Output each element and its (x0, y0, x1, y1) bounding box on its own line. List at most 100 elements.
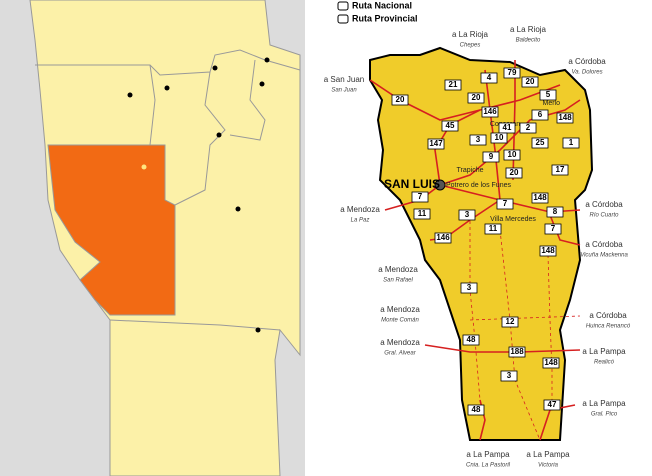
destination-label: a Córdoba (585, 240, 623, 249)
route-number: 48 (467, 335, 476, 344)
destination-city: Victoria (538, 463, 559, 469)
legend-provincial-icon (337, 14, 349, 24)
route-shield (556, 112, 574, 124)
route-number: 1 (569, 138, 574, 147)
route-shield (551, 164, 569, 176)
route-number: 12 (506, 317, 515, 326)
highlighted-province (47, 144, 176, 316)
route-shield (546, 206, 564, 218)
town-label: Merlo (542, 100, 560, 107)
route-shield (462, 334, 480, 346)
town-label: Trapiche (457, 167, 484, 174)
destination-label: a Córdoba (589, 311, 627, 320)
route-shield (441, 120, 459, 132)
route-shield (484, 223, 502, 235)
destination-label: a Mendoza (380, 305, 420, 314)
destination-label: a Córdoba (568, 57, 606, 66)
route-number: 20 (396, 95, 405, 104)
route-number: 48 (472, 405, 481, 414)
route-shield (539, 245, 557, 257)
route-number: 21 (449, 80, 458, 89)
destination-label: a Córdoba (585, 200, 623, 209)
route-number: 20 (526, 77, 535, 86)
route-number: 4 (487, 73, 492, 82)
route-shield (500, 370, 518, 382)
route-number: 146 (436, 233, 450, 242)
borders (35, 49, 301, 331)
destination-city: Va. Dolores (571, 70, 602, 76)
route-shield (482, 151, 500, 163)
route-number: 148 (533, 193, 547, 202)
legend-label: Ruta Provincial (352, 13, 418, 23)
route-shield (562, 137, 580, 149)
destination-city: Gral. Alvear (384, 351, 416, 357)
destination-label: a La Rioja (452, 30, 489, 39)
route-number: 11 (418, 209, 427, 218)
destination-label: a La Pampa (466, 450, 510, 459)
route-number: 8 (553, 207, 558, 216)
destination-label: a La Pampa (582, 399, 626, 408)
destination-label: a La Pampa (582, 347, 626, 356)
destination-city: Vicuña Mackenna (580, 253, 628, 259)
route-number: 147 (429, 139, 443, 148)
destination-city: Gral. Pico (591, 412, 618, 418)
route-number: 188 (510, 347, 524, 356)
route-number: 20 (510, 168, 519, 177)
route-number: 79 (508, 68, 517, 77)
route-number: 3 (467, 283, 472, 292)
route-shield (544, 223, 562, 235)
route-shield (531, 109, 549, 121)
route-shield (467, 92, 485, 104)
route-shield (531, 137, 549, 149)
town-label: Villa Mercedes (490, 216, 536, 223)
destination-city: San Rafael (383, 278, 413, 284)
route-number: 5 (546, 90, 551, 99)
route-shield (480, 72, 498, 84)
route-number: 7 (503, 199, 508, 208)
legend-label: Ruta Nacional (352, 0, 412, 10)
route-number: 17 (556, 165, 565, 174)
route-shield (481, 106, 499, 118)
route-number: 10 (495, 133, 504, 142)
route-shield (521, 76, 539, 88)
route-number: 3 (476, 135, 481, 144)
route-number: 47 (548, 400, 557, 409)
route-shield (508, 346, 526, 358)
destination-city: Monte Comán (381, 318, 419, 324)
destination-city: Baldecito (516, 38, 541, 44)
destination-city: Huinca Renancó (586, 324, 631, 330)
route-number: 3 (507, 371, 512, 380)
route-number: 45 (446, 121, 455, 130)
destination-label: a Mendoza (340, 205, 380, 214)
route-shield (503, 149, 521, 161)
route-shield (505, 167, 523, 179)
destination-label: a La Rioja (510, 25, 547, 34)
route-shield (467, 404, 485, 416)
route-number: 7 (551, 224, 556, 233)
destination-label: a Mendoza (378, 265, 418, 274)
route-number: 6 (538, 110, 543, 119)
route-number: 146 (483, 107, 497, 116)
route-number: 11 (489, 224, 498, 233)
route-number: 9 (489, 152, 494, 161)
destination-city: Realicó (594, 360, 615, 366)
route-number: 25 (536, 138, 545, 147)
route-shield (460, 282, 478, 294)
destination-city: Río Cuarto (589, 213, 619, 219)
route-shield (391, 94, 409, 106)
route-number: 20 (472, 93, 481, 102)
route-shield (411, 191, 429, 203)
route-number: 2 (526, 123, 531, 132)
route-shield (542, 357, 560, 369)
locator-map (0, 0, 305, 476)
route-number: 148 (544, 358, 558, 367)
route-shield (444, 79, 462, 91)
route-shield (531, 192, 549, 204)
route-number: 148 (541, 246, 555, 255)
destination-city: La Paz (351, 218, 370, 224)
route-number: 148 (558, 113, 572, 122)
destination-label: a San Juan (324, 75, 364, 84)
city-dots (127, 57, 270, 333)
destination-city: San Juan (331, 88, 357, 94)
